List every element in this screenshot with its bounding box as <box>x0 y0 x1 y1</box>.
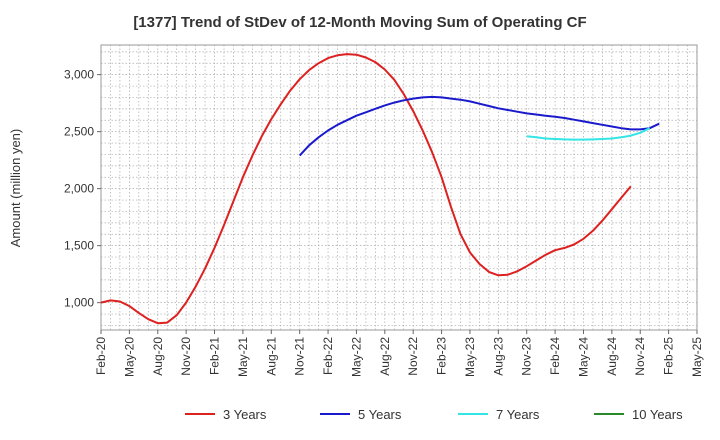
x-tick-label: Feb-22 <box>321 337 335 375</box>
y-axis: 1,000 1,500 2,000 2,500 3,000 <box>64 68 101 310</box>
x-tick-label: Nov-24 <box>633 337 647 376</box>
x-tick-label: Nov-22 <box>406 337 420 376</box>
y-tick-label: 2,000 <box>64 182 94 196</box>
x-tick-label: Nov-23 <box>520 337 534 376</box>
x-tick-label: Aug-22 <box>378 337 392 376</box>
legend: 3 Years 5 Years 7 Years 10 Years <box>185 407 683 422</box>
legend-label: 5 Years <box>358 407 402 422</box>
grid-lines <box>101 45 697 330</box>
x-tick-label: Aug-23 <box>491 337 505 376</box>
x-tick-label: May-25 <box>690 337 704 377</box>
x-tick-label: Nov-21 <box>293 337 307 376</box>
y-tick-label: 2,500 <box>64 125 94 139</box>
x-tick-label: Aug-20 <box>151 337 165 376</box>
x-tick-label: Aug-24 <box>605 337 619 376</box>
series-line-5-years <box>298 95 660 157</box>
y-tick-label: 1,000 <box>64 296 94 310</box>
chart-title: [1377] Trend of StDev of 12-Month Moving… <box>133 14 586 31</box>
x-tick-label: May-20 <box>122 337 136 377</box>
x-tick-label: Feb-25 <box>662 337 676 375</box>
x-tick-label: Feb-23 <box>435 337 449 375</box>
x-tick-label: May-24 <box>576 337 590 377</box>
series-lines <box>100 53 660 325</box>
legend-label: 10 Years <box>632 407 683 422</box>
y-tick-label: 3,000 <box>64 68 94 82</box>
x-tick-label: May-22 <box>349 337 363 377</box>
x-tick-label: Nov-20 <box>179 337 193 376</box>
x-tick-label: Aug-21 <box>264 337 278 376</box>
x-tick-label: Feb-21 <box>208 337 222 375</box>
legend-label: 3 Years <box>223 407 267 422</box>
legend-label: 7 Years <box>496 407 540 422</box>
x-tick-label: Feb-24 <box>548 337 562 375</box>
series-line-3-years <box>100 53 632 325</box>
y-axis-label: Amount (million yen) <box>8 129 23 248</box>
x-tick-label: Feb-20 <box>94 337 108 375</box>
series-line-7-years <box>526 127 651 141</box>
y-tick-label: 1,500 <box>64 239 94 253</box>
x-tick-label: May-23 <box>463 337 477 377</box>
x-tick-label: May-21 <box>236 337 250 377</box>
plot-area <box>100 44 698 331</box>
x-axis: Feb-20 May-20 Aug-20 Nov-20 Feb-21 May-21 Aug-… <box>94 330 704 377</box>
